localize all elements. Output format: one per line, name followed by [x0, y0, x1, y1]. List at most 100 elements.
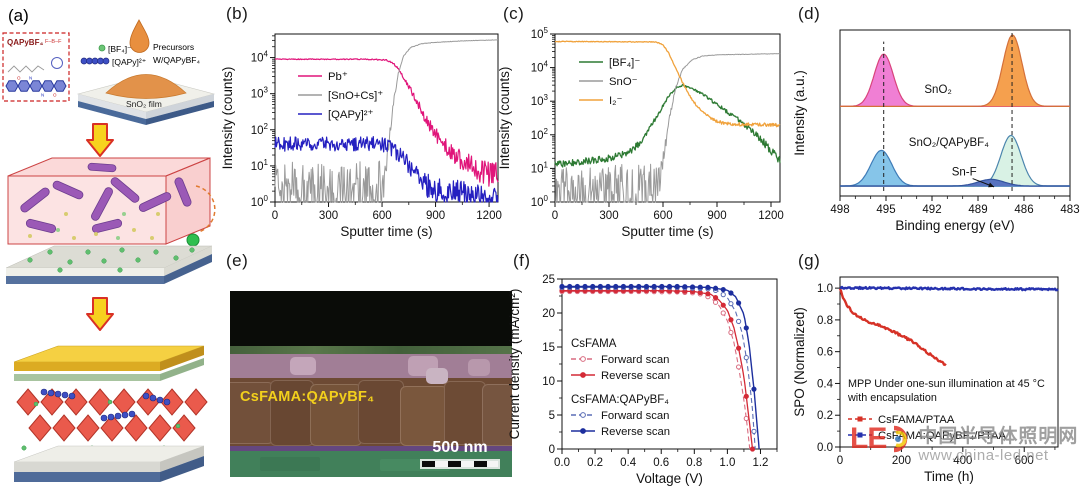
panel-c-label: (c): [503, 4, 525, 23]
panel-a: (a) QAPyBF₄ F–B–F O N N O: [0, 0, 218, 495]
led-logo: LE: [850, 424, 914, 454]
qapy-chains: [40, 388, 171, 422]
perovskite-octahedra: [16, 388, 208, 453]
panel-d: (d) 498 495 492 489 486 483 Binding energy (eV…: [790, 0, 1080, 247]
led-logo-d-icon: [894, 425, 908, 453]
y-tick-label: 103: [251, 86, 269, 101]
y-axis-label: Intensity (a.u.): [792, 70, 807, 156]
precursors-label-2: W/QAPyBF₄: [153, 55, 200, 65]
annotation: SnO₂: [924, 84, 951, 96]
bf4-structure-label: F–B–F: [45, 39, 62, 45]
sno2-film-label: SnO₂ film: [126, 99, 162, 109]
bf4-dots: [27, 247, 195, 273]
y-tick-label: 101: [251, 158, 269, 173]
y-tick-label: 100: [251, 194, 269, 209]
x-tick-label: 0.2: [587, 457, 603, 469]
qapy-chain-icon: [80, 57, 110, 65]
plot-frame: [839, 276, 1059, 448]
legend-label: Pb⁺: [328, 71, 348, 83]
xps-peak: [840, 150, 1070, 187]
jv-chart: 0.0 0.2 0.4 0.6 0.8 1.0 1.2 0 5 10 15 20 25 Voltage (…: [507, 274, 778, 486]
x-tick-label: 1.0: [719, 457, 735, 469]
svg-text:N: N: [41, 93, 44, 98]
x-tick-label: 1200: [476, 210, 502, 222]
annotation: SnO₂/QAPyBF₄: [909, 137, 989, 149]
watermark-text: 中国半导体照明网 www.china-led.net: [918, 426, 1078, 465]
y-tick-label: 15: [542, 342, 555, 354]
precursors-label-1: Precursors: [153, 42, 194, 52]
x-tick-label: 0: [837, 455, 843, 467]
legend-label: Forward scan: [601, 354, 669, 366]
annotation: Sn-F: [952, 166, 977, 178]
watermark-url: www.china-led.net: [918, 447, 1049, 464]
sem-cross-section-image: CsFAMA:QAPyBF₄ 500 nm: [230, 291, 512, 477]
y-tick-label: 25: [542, 274, 555, 286]
x-tick-label: 600: [1015, 455, 1034, 467]
scale-bar-icon: [420, 459, 500, 469]
legend-label: CsFAMA:QAPyBF₄/PTAA: [878, 430, 1007, 442]
x-tick-label: 400: [953, 455, 972, 467]
y-tick-label: 0.2: [817, 410, 833, 422]
x-tick-label: 0.6: [653, 457, 669, 469]
svg-text:O: O: [17, 76, 21, 81]
y-axis-label: Intensity (counts): [220, 67, 235, 170]
series-2: [562, 286, 756, 450]
xps-peak: [840, 35, 1070, 107]
schematic-illustration: (a) QAPyBF₄ F–B–F O N N O: [2, 6, 216, 482]
legend-label: I₂⁻: [609, 95, 623, 107]
y-tick-label: 0.6: [817, 347, 833, 359]
scale-bar: 500 nm: [420, 439, 500, 469]
sims-chart-qapy: 0 300 600 900 1200 100 101 102 103 104 Sputter tim…: [220, 33, 502, 239]
legend-label: [SnO+Cs]⁺: [328, 90, 383, 102]
plot-frame: [561, 278, 778, 450]
panel-c: (c) 0 300 600 900 1200 100 101 102 103 104 105 Sput…: [495, 0, 790, 247]
y-tick-label: 1.0: [817, 283, 833, 295]
sem-top-electrode-layer: [230, 346, 512, 354]
legend-label: [BF₄]⁻: [609, 57, 640, 69]
bf4-key-label: [BF₄]⁻: [108, 44, 132, 54]
panel-f: (f) 0.0 0.2 0.4 0.6 0.8 1.0 1.2 0 5 10 15 20 25 Volta…: [505, 247, 790, 495]
molecule-name: QAPyBF₄: [7, 38, 43, 47]
panel-d-label: (d): [798, 4, 821, 23]
scale-bar-label: 500 nm: [432, 439, 488, 456]
x-tick-label: 489: [968, 204, 987, 216]
x-tick-label: 0: [552, 210, 558, 222]
y-tick-label: 0.0: [817, 442, 833, 454]
watermark: LE 中国半导体照明网 www.china-led.net: [850, 424, 1080, 465]
y-tick-label: 102: [531, 127, 549, 142]
x-tick-label: 1200: [758, 210, 784, 222]
bf4-anion-icon: [98, 44, 106, 52]
pyridine-ring-icon: [51, 57, 63, 69]
watermark-cn: 中国半导体照明网: [918, 426, 1079, 447]
down-arrow-icon: [86, 297, 114, 331]
y-tick-label: 20: [542, 308, 555, 320]
x-tick-label: 600: [653, 210, 672, 222]
series-1: [274, 39, 499, 203]
sno2-film-slab: SnO₂ film: [76, 74, 216, 125]
y-axis-label: Intensity (counts): [497, 67, 512, 170]
y-tick-label: 0.8: [817, 315, 833, 327]
legend-label: Reverse scan: [601, 426, 670, 438]
sno2-substrate-with-bf4: [5, 245, 213, 284]
y-axis-label: SPO (Normalized): [792, 307, 807, 417]
y-tick-label: 0.4: [817, 378, 834, 390]
y-tick-label: 10: [542, 376, 555, 388]
x-tick-label: 300: [599, 210, 618, 222]
qapy-key-label: [QAPy]²⁺: [112, 57, 146, 67]
xps-peak: [840, 54, 1070, 107]
x-tick-label: 0.8: [686, 457, 702, 469]
x-axis-label: Sputter time (s): [621, 224, 713, 239]
qapy-key: [QAPy]²⁺: [80, 57, 146, 67]
svg-text:N: N: [29, 76, 32, 81]
y-tick-label: 5: [549, 410, 555, 422]
sims-chart-bf4: 0 300 600 900 1200 100 101 102 103 104 105 Sputter …: [497, 26, 784, 239]
bf4-key: [BF₄]⁻: [98, 44, 132, 54]
precursor-droplet: Precursors W/QAPyBF₄: [129, 19, 200, 65]
plot-frame: [839, 29, 1071, 197]
x-axis-label: Time (h): [924, 469, 974, 484]
led-logo-text: LE: [850, 422, 887, 455]
y-tick-label: 101: [531, 160, 549, 175]
device-stack: [13, 345, 208, 482]
legend-header: CsFAMA:QAPyBF₄: [571, 394, 669, 406]
y-tick-label: 104: [531, 60, 549, 75]
